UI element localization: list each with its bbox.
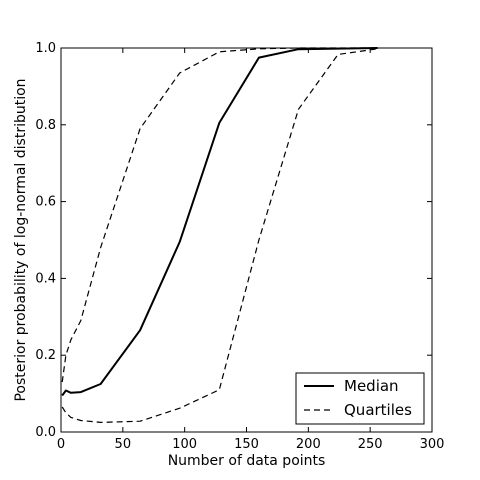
y-axis: 0.0 0.2 0.4 0.6 0.8 1.0 <box>35 41 432 440</box>
x-tick-label: 300 <box>420 437 445 452</box>
y-axis-label: Posterior probability of log-normal dist… <box>13 78 29 401</box>
x-tick-label: 100 <box>172 437 197 452</box>
x-tick-label: 50 <box>115 437 132 452</box>
y-tick-label: 0.2 <box>35 348 56 363</box>
y-tick-label: 0.6 <box>35 195 56 210</box>
plot-frame <box>60 47 433 433</box>
x-tick-label: 150 <box>234 437 259 452</box>
legend-label-median: Median <box>344 377 399 395</box>
x-axis: 0 50 100 150 200 250 300 <box>57 48 445 452</box>
upper-quartile-line <box>61 47 378 383</box>
y-tick-label: 1.0 <box>35 41 56 56</box>
median-line <box>61 47 378 397</box>
series-layer <box>61 47 378 423</box>
y-tick-label: 0.4 <box>35 271 56 286</box>
x-tick-label: 0 <box>57 437 65 452</box>
legend-box <box>295 372 425 425</box>
legend-label-quartiles: Quartiles <box>344 401 412 419</box>
y-tick-label: 0.0 <box>35 425 56 440</box>
legend: Median Quartiles <box>295 372 425 425</box>
x-axis-label: Number of data points <box>168 453 326 469</box>
y-tick-label: 0.8 <box>35 118 56 133</box>
x-tick-label: 250 <box>358 437 383 452</box>
x-tick-label: 200 <box>296 437 321 452</box>
lower-quartile-line <box>61 48 378 423</box>
